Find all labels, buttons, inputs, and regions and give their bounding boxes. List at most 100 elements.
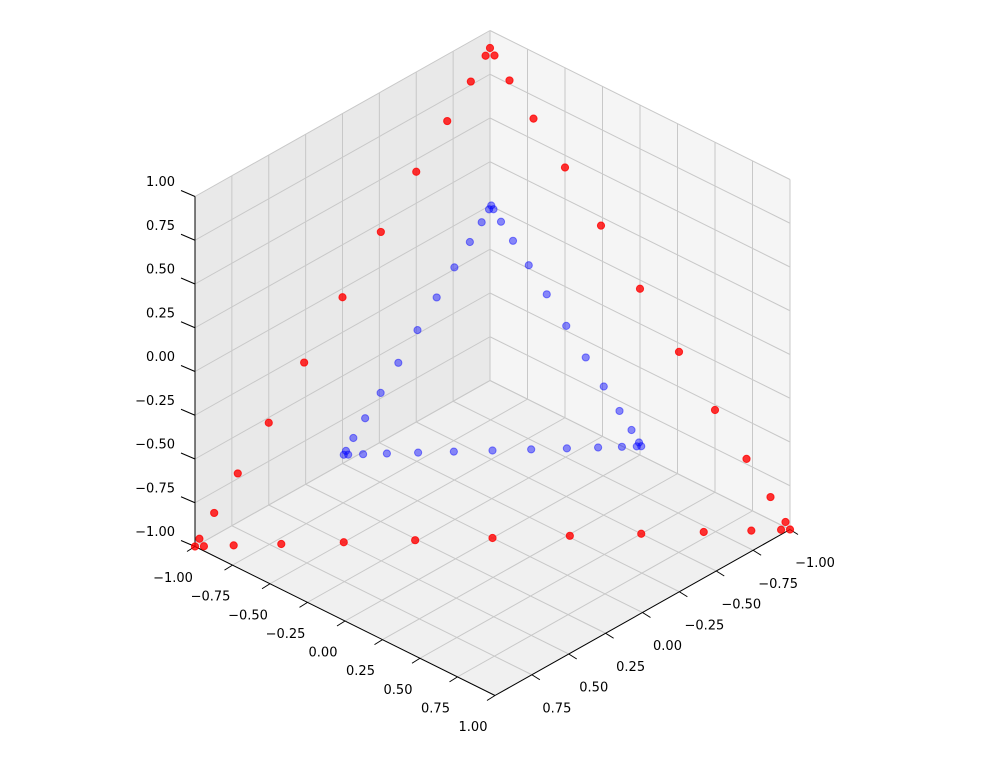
point	[674, 347, 684, 356]
point	[527, 445, 536, 454]
point	[617, 442, 627, 451]
point	[450, 263, 459, 272]
x-tick-mark	[411, 657, 421, 664]
point	[505, 76, 514, 85]
y-tick-mark	[679, 591, 688, 598]
point	[699, 527, 708, 537]
x-tick-mark	[299, 601, 308, 608]
point	[229, 541, 238, 550]
point	[487, 201, 496, 210]
z-tick-label: 0.50	[146, 263, 175, 278]
point	[747, 526, 756, 535]
x-tick-label: −0.50	[228, 608, 268, 623]
y-tick-label: −0.25	[684, 618, 724, 633]
grid-line	[194, 292, 491, 460]
grid-line	[489, 248, 791, 399]
z-tick-mark	[180, 408, 196, 416]
z-tick-label: −0.25	[135, 394, 175, 409]
point	[742, 454, 751, 463]
z-tick-label: 0.25	[146, 306, 175, 321]
point	[489, 205, 498, 214]
point	[766, 492, 775, 502]
z-tick-label: 0.00	[146, 350, 175, 365]
y-tick-mark	[642, 612, 651, 618]
grid-line	[194, 30, 491, 197]
y-tick-label: −1.00	[795, 556, 835, 571]
point	[565, 531, 574, 540]
point	[632, 442, 641, 451]
point	[524, 261, 533, 270]
point	[344, 450, 353, 459]
point	[634, 438, 644, 447]
point	[411, 536, 420, 545]
point	[199, 542, 209, 551]
point	[627, 425, 636, 435]
y-tick-mark	[715, 570, 725, 577]
point	[277, 539, 286, 549]
x-tick-label: −0.75	[191, 590, 231, 605]
y-tick-label: −0.75	[758, 577, 798, 592]
point	[599, 382, 608, 391]
grid-line	[489, 380, 791, 530]
point	[376, 388, 385, 397]
grid-line	[194, 205, 491, 372]
point	[615, 406, 624, 416]
point	[413, 326, 422, 335]
point	[300, 358, 309, 367]
point	[432, 293, 441, 302]
point	[637, 529, 646, 538]
grid-line	[194, 248, 491, 416]
grid-line	[305, 483, 606, 634]
grid-line	[194, 161, 491, 329]
z-tick-label: −0.50	[135, 438, 175, 453]
point	[560, 163, 570, 172]
point	[349, 433, 358, 443]
point	[339, 538, 348, 547]
y-tick-mark	[752, 549, 762, 556]
z-tick-mark	[180, 496, 196, 504]
z-tick-label: −1.00	[135, 525, 175, 540]
x-axis	[194, 546, 496, 696]
point	[412, 167, 421, 176]
x-tick-label: 0.50	[384, 683, 413, 698]
point	[594, 443, 603, 452]
point	[210, 508, 219, 518]
grid-line	[489, 73, 791, 224]
z-tick-label: 1.00	[146, 175, 175, 190]
grid-line	[452, 400, 754, 551]
y-tick-label: 0.25	[616, 660, 645, 675]
z-tick-mark	[180, 277, 196, 285]
x-tick-mark	[336, 620, 346, 627]
x-tick-mark	[261, 583, 271, 590]
point	[488, 533, 497, 543]
z-tick-mark	[180, 190, 196, 197]
point	[484, 205, 494, 214]
z-tick-mark	[180, 452, 196, 460]
z-tick-mark	[180, 233, 196, 241]
point	[465, 237, 474, 247]
point	[361, 414, 370, 423]
x-tick-mark	[374, 639, 383, 646]
grid-line	[489, 292, 791, 443]
y-tick-label: 0.50	[579, 681, 608, 696]
x-tick-label: 1.00	[459, 720, 488, 735]
point	[542, 290, 551, 299]
point	[529, 114, 538, 123]
grid-line	[231, 525, 533, 676]
grid-line	[194, 380, 491, 547]
point	[781, 517, 790, 527]
point	[466, 77, 475, 86]
point	[562, 444, 571, 453]
point	[485, 43, 495, 53]
point	[358, 450, 368, 459]
point	[637, 442, 646, 451]
z-tick-mark	[180, 365, 196, 372]
grid-line	[194, 336, 491, 504]
grid-line	[489, 117, 791, 268]
grid-line	[489, 205, 791, 355]
x-tick-mark	[449, 676, 458, 683]
y-tick-mark	[605, 632, 614, 639]
y-tick-label: 0.75	[542, 701, 571, 716]
y-tick-mark	[531, 674, 541, 681]
point	[376, 227, 385, 237]
